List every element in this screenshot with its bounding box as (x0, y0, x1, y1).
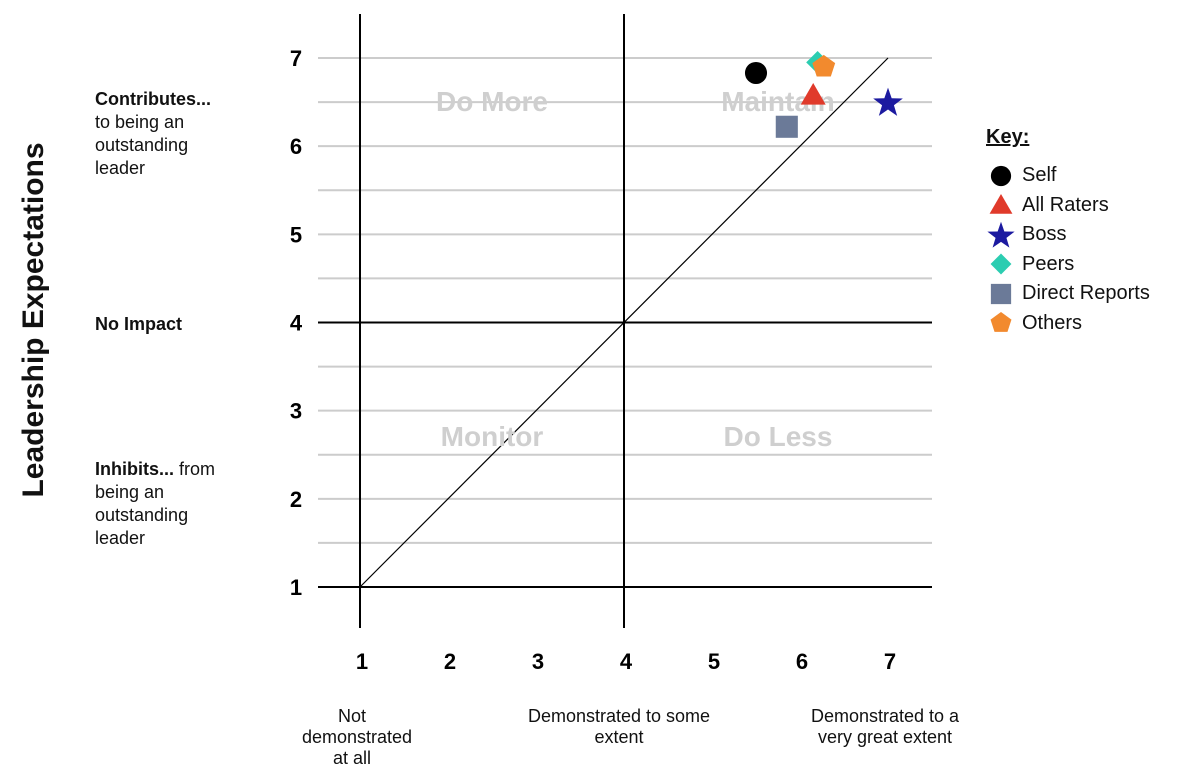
reference-line (359, 57, 889, 588)
y-tick-label: 1 (290, 575, 302, 600)
y-annotation-inhibits-bold: Inhibits... (95, 459, 174, 479)
legend-marker-peers (990, 253, 1012, 275)
x-tick-label: 3 (532, 649, 544, 674)
y-tick-label: 3 (290, 399, 302, 424)
y-tick-label: 2 (290, 487, 302, 512)
point-others (812, 54, 836, 77)
y-tick-label: 5 (290, 222, 302, 247)
x-annotation-great-extent: Demonstrated to a very great extent (810, 706, 960, 747)
legend-label: Self (1022, 164, 1057, 187)
legend-item-boss: Boss (986, 220, 1150, 250)
legend-marker-others (990, 312, 1012, 333)
x-tick-labels: 1 2 3 4 5 6 7 (356, 649, 896, 674)
quadrant-dividers (359, 14, 625, 628)
legend-title: Key: (986, 126, 1030, 148)
x-tick-label: 1 (356, 649, 368, 674)
legend-item-others: Others (986, 309, 1150, 339)
legend-marker-shape-boss (987, 221, 1015, 248)
legend-item-peers: Peers (986, 250, 1150, 280)
point-direct-reports (775, 115, 798, 138)
x-tick-label: 5 (708, 649, 720, 674)
y-tick-label: 7 (290, 46, 302, 71)
x-tick-label: 6 (796, 649, 808, 674)
legend-item-self: Self (986, 161, 1150, 191)
legend-marker-shape-all-raters (989, 194, 1013, 215)
y-tick-labels: 1 2 3 4 5 6 7 (290, 46, 303, 600)
quadrant-label: Do More (436, 86, 548, 117)
legend: Key: Self All Raters Boss Peers Direct Repor… (986, 126, 1150, 338)
legend-marker-shape-others (990, 312, 1012, 333)
y-annotation-inhibits-text: from being an outstanding leader (95, 459, 216, 548)
x-annotation-not-demonstrated: Not demonstrated at all (302, 706, 413, 768)
x-tick-label: 2 (444, 649, 456, 674)
y-annotation-inhibits: Inhibits... from being an outstanding le… (95, 458, 243, 550)
legend-item-direct-reports: Direct Reports (986, 279, 1150, 309)
y-annotation-no-impact-bold: No Impact (95, 314, 183, 334)
legend-label: Peers (1022, 252, 1075, 275)
y-tick-label: 4 (290, 311, 303, 336)
legend-marker-shape-peers (990, 253, 1012, 275)
point-self (744, 61, 768, 85)
legend-marker-shape-direct-reports (990, 283, 1012, 304)
legend-marker-direct-reports (990, 283, 1012, 304)
y-annotation-contributes-bold: Contributes... (95, 89, 211, 109)
x-annotation-some-extent: Demonstrated to some extent (527, 706, 711, 747)
point-all-raters (800, 83, 826, 105)
diagonal-line (359, 57, 889, 588)
legend-marker-self (990, 165, 1012, 186)
legend-marker-all-raters (989, 194, 1013, 215)
legend-label: Direct Reports (1022, 282, 1150, 305)
quadrant-label: Monitor (441, 421, 544, 452)
quadrant-label: Do Less (724, 421, 833, 452)
legend-label: Others (1022, 311, 1083, 334)
y-tick-label: 6 (290, 134, 302, 159)
x-tick-label: 4 (620, 649, 633, 674)
data-points (744, 51, 903, 138)
y-annotation-contributes: Contributes... to being an outstanding l… (95, 88, 245, 180)
y-axis-title: Leadership Expectations (17, 142, 50, 498)
legend-label: All Raters (1022, 193, 1109, 216)
legend-marker-boss (987, 221, 1015, 248)
legend-items: Self All Raters Boss Peers Direct Reports Oth… (986, 161, 1150, 338)
legend-marker-shape-self (990, 165, 1012, 186)
y-annotation-no-impact: No Impact (95, 313, 245, 336)
y-annotation-contributes-text: to being an outstanding leader (95, 112, 189, 178)
legend-item-all-raters: All Raters (986, 191, 1150, 221)
legend-label: Boss (1022, 223, 1067, 246)
y-axis-title-wrap: Leadership Expectations (6, 100, 62, 540)
x-tick-label: 7 (884, 649, 896, 674)
point-boss (873, 87, 903, 116)
